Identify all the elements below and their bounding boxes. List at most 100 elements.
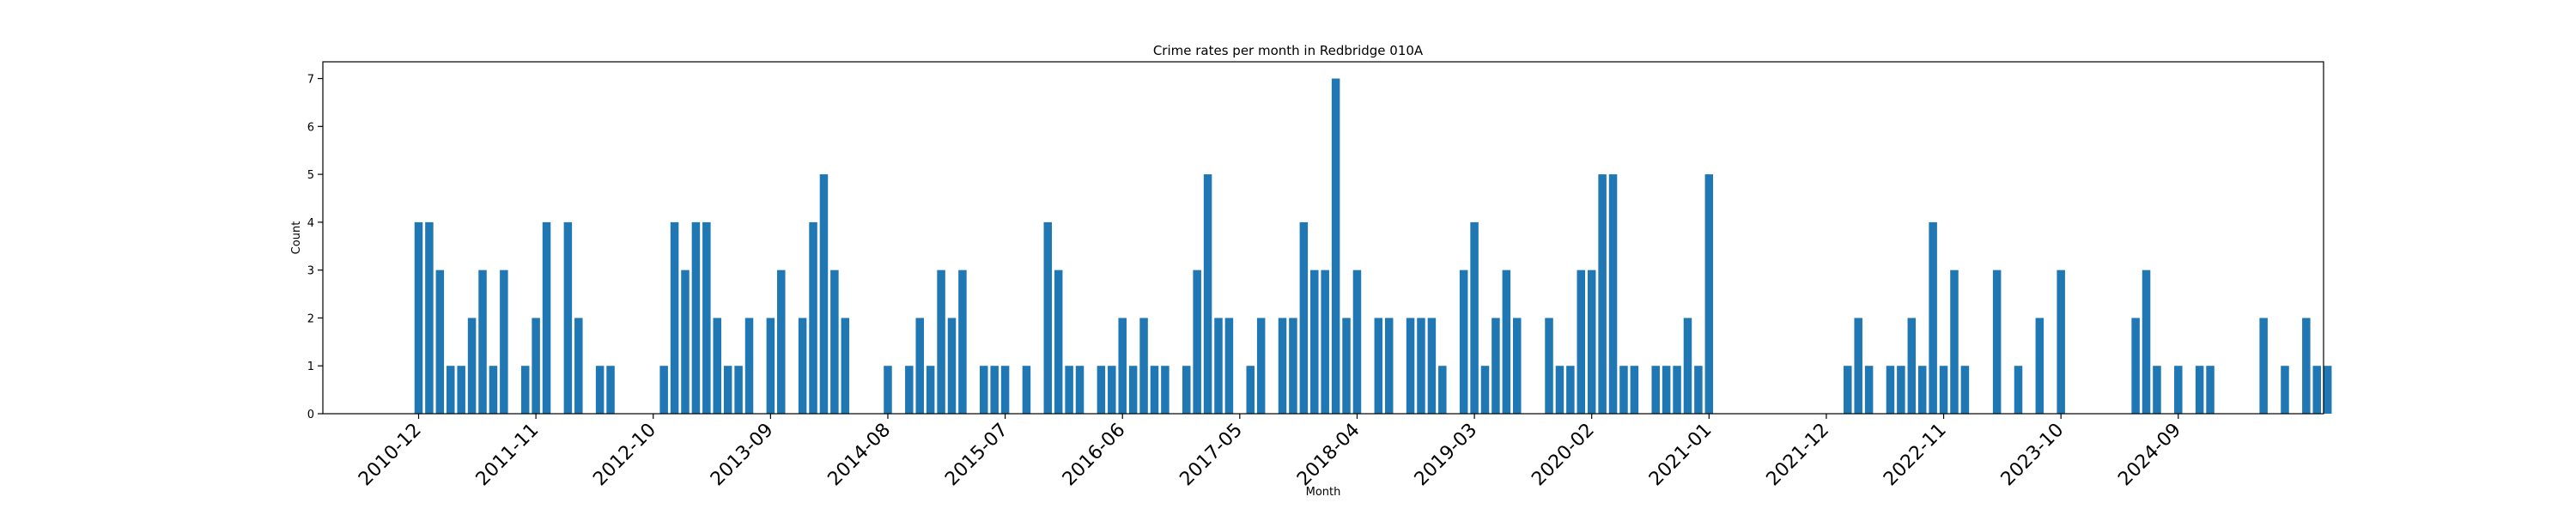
x-tick-label: 2024-09 bbox=[2114, 420, 2185, 491]
x-tick-label: 2015-07 bbox=[941, 420, 1012, 491]
bar bbox=[1950, 270, 1959, 414]
bar bbox=[1342, 318, 1351, 414]
y-tick-label: 6 bbox=[307, 121, 314, 134]
x-tick-label: 2011-11 bbox=[472, 420, 544, 491]
bar bbox=[457, 366, 465, 414]
bar bbox=[809, 221, 817, 414]
bar bbox=[1214, 318, 1223, 414]
bar bbox=[1673, 366, 1681, 414]
bar bbox=[1619, 366, 1628, 414]
bar bbox=[1907, 318, 1917, 414]
bar bbox=[1246, 366, 1255, 414]
bar bbox=[1929, 221, 1937, 414]
bar bbox=[2206, 366, 2215, 414]
bar bbox=[670, 221, 679, 414]
x-tick-label: 2019-03 bbox=[1411, 420, 1482, 491]
bar bbox=[1864, 366, 1874, 414]
x-tick-label: 2013-09 bbox=[707, 420, 778, 491]
bar bbox=[1992, 270, 2002, 414]
y-tick-label: 4 bbox=[307, 217, 314, 230]
bar bbox=[1960, 366, 1970, 414]
bar bbox=[958, 270, 967, 414]
bar bbox=[467, 318, 477, 414]
bar bbox=[1427, 318, 1437, 414]
bar bbox=[2131, 318, 2140, 414]
bar bbox=[1352, 270, 1362, 414]
bar bbox=[2281, 366, 2289, 414]
x-tick-label: 2023-10 bbox=[1997, 420, 2069, 491]
bar bbox=[884, 366, 892, 414]
bar bbox=[1150, 366, 1159, 414]
bar bbox=[830, 270, 839, 414]
bar bbox=[563, 221, 573, 414]
y-tick-label: 2 bbox=[307, 312, 314, 325]
bar bbox=[937, 270, 945, 414]
y-axis-label: Count bbox=[290, 221, 303, 255]
bar bbox=[2153, 366, 2161, 414]
y-tick-label: 5 bbox=[307, 169, 314, 182]
bar bbox=[1022, 366, 1031, 414]
bar bbox=[1054, 270, 1063, 414]
bar bbox=[1299, 221, 1309, 414]
x-tick-label: 2016-06 bbox=[1059, 420, 1130, 491]
x-tick-label: 2014-08 bbox=[824, 420, 896, 491]
bar bbox=[819, 174, 829, 414]
bar bbox=[489, 366, 498, 414]
x-tick-label: 2020-02 bbox=[1528, 420, 1599, 491]
bar bbox=[1000, 366, 1010, 414]
bar bbox=[1917, 366, 1927, 414]
bar bbox=[1492, 318, 1500, 414]
bar bbox=[1438, 366, 1447, 414]
plot-frame bbox=[322, 61, 2324, 415]
bar bbox=[1662, 366, 1671, 414]
y-tick-label: 7 bbox=[307, 74, 314, 87]
bar bbox=[1844, 366, 1852, 414]
bar bbox=[1203, 174, 1212, 414]
chart-title: Crime rates per month in Redbridge 010A bbox=[1153, 43, 1424, 58]
bar bbox=[1075, 366, 1084, 414]
bar bbox=[2174, 366, 2183, 414]
bar bbox=[1513, 318, 1522, 414]
bar bbox=[1065, 366, 1073, 414]
bar bbox=[2312, 366, 2322, 414]
y-axis: 0 1 2 3 4 5 6 7 bbox=[307, 74, 323, 421]
bar bbox=[1289, 318, 1297, 414]
bar bbox=[1043, 221, 1053, 414]
bar bbox=[1470, 221, 1479, 414]
bar bbox=[435, 270, 445, 414]
bar bbox=[1598, 174, 1607, 414]
bar bbox=[532, 318, 540, 414]
bar bbox=[744, 318, 754, 414]
bar bbox=[734, 366, 743, 414]
bar bbox=[926, 366, 935, 414]
bar bbox=[915, 318, 924, 414]
bar bbox=[1224, 318, 1234, 414]
bar bbox=[542, 221, 551, 414]
y-tick-label: 1 bbox=[307, 360, 314, 373]
bar bbox=[798, 318, 807, 414]
bar bbox=[1630, 366, 1639, 414]
bar bbox=[2142, 270, 2151, 414]
bar bbox=[947, 318, 957, 414]
bar bbox=[1502, 270, 1511, 414]
x-tick-label: 2021-12 bbox=[1763, 420, 1834, 491]
bar bbox=[713, 318, 722, 414]
bar bbox=[1694, 366, 1703, 414]
bar bbox=[1384, 318, 1394, 414]
bar bbox=[2259, 318, 2268, 414]
bar bbox=[777, 270, 786, 414]
bar bbox=[1459, 270, 1468, 414]
bar bbox=[1651, 366, 1660, 414]
x-tick-label: 2018-04 bbox=[1293, 420, 1364, 491]
bar bbox=[606, 366, 615, 414]
bar bbox=[1161, 366, 1170, 414]
bar bbox=[1545, 318, 1553, 414]
bar bbox=[1608, 174, 1618, 414]
bar bbox=[1886, 366, 1895, 414]
x-axis-label: Month bbox=[1306, 486, 1341, 499]
bar bbox=[1417, 318, 1425, 414]
bar bbox=[702, 221, 711, 414]
bar bbox=[520, 366, 530, 414]
bar bbox=[1854, 318, 1862, 414]
